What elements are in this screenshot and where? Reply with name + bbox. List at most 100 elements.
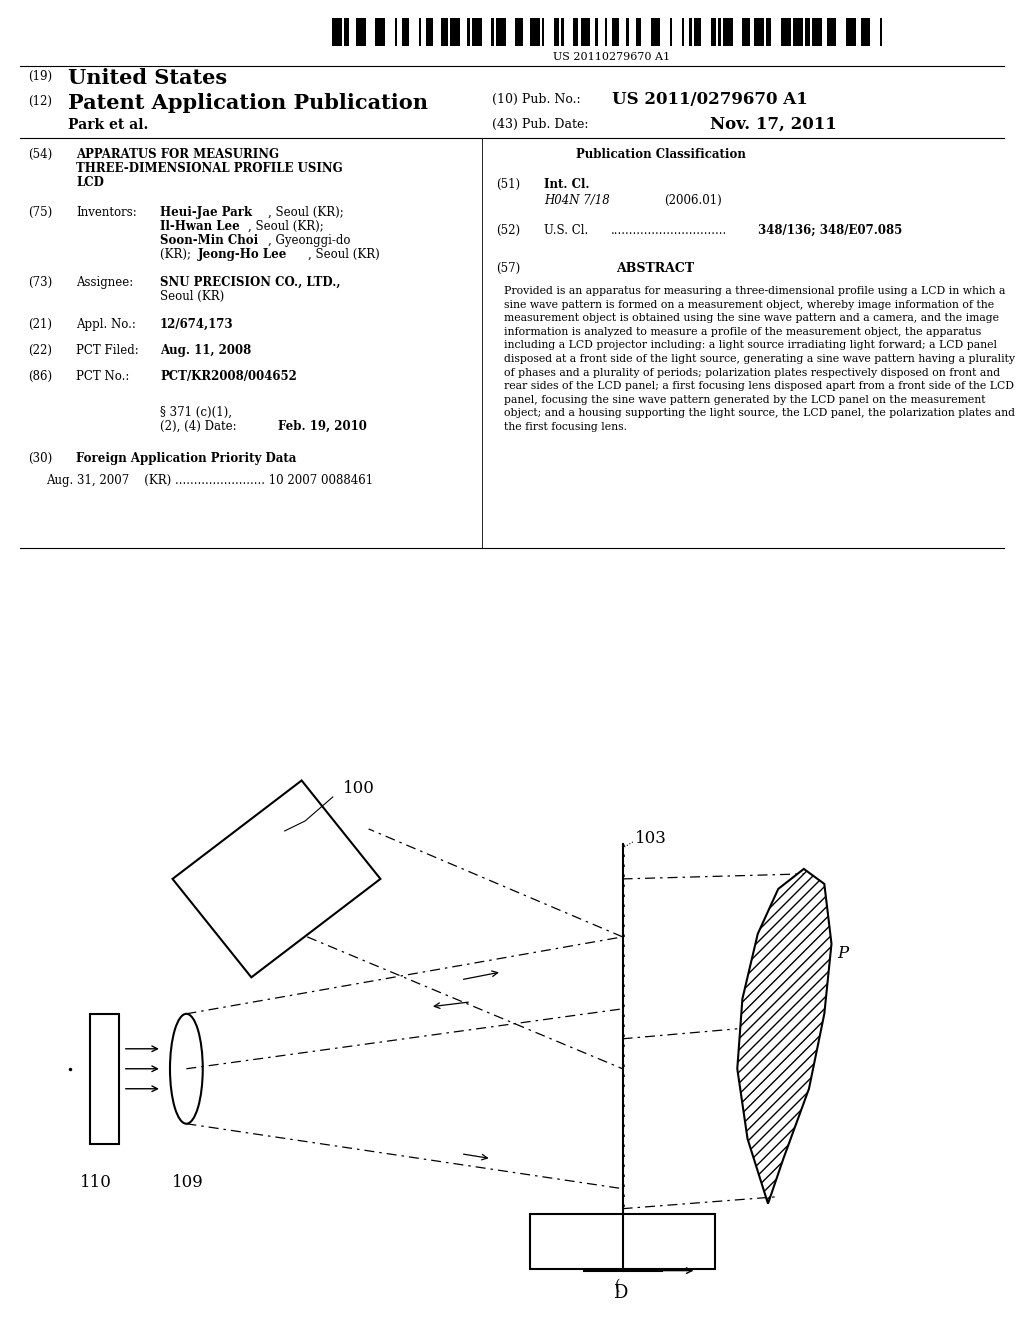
Text: (2), (4) Date:: (2), (4) Date: xyxy=(160,420,237,433)
Bar xyxy=(581,18,590,46)
Text: , Seoul (KR);: , Seoul (KR); xyxy=(268,206,344,219)
Bar xyxy=(90,1014,119,1143)
Bar xyxy=(812,18,822,46)
Bar xyxy=(595,18,598,46)
Bar xyxy=(472,18,481,46)
Bar xyxy=(846,18,856,46)
Bar xyxy=(573,18,579,46)
Bar xyxy=(805,18,810,46)
Text: Appl. No.:: Appl. No.: xyxy=(76,318,136,331)
Text: (: ( xyxy=(614,1279,620,1292)
Text: PCT Filed:: PCT Filed: xyxy=(76,345,138,356)
Bar xyxy=(356,18,366,46)
Bar xyxy=(742,18,750,46)
Text: United States: United States xyxy=(68,69,227,88)
Text: SNU PRECISION CO., LTD.,: SNU PRECISION CO., LTD., xyxy=(160,276,341,289)
Bar xyxy=(694,18,701,46)
Text: Soon-Min Choi: Soon-Min Choi xyxy=(160,234,258,247)
Bar xyxy=(636,18,641,46)
Text: (10) Pub. No.:: (10) Pub. No.: xyxy=(492,92,581,106)
Text: D: D xyxy=(613,1283,628,1302)
Bar xyxy=(561,18,564,46)
Bar xyxy=(530,1213,715,1269)
Polygon shape xyxy=(172,780,381,977)
Polygon shape xyxy=(737,869,831,1204)
Text: (19): (19) xyxy=(28,70,52,83)
Text: 348/136; 348/E07.085: 348/136; 348/E07.085 xyxy=(758,224,902,238)
Text: (30): (30) xyxy=(28,451,52,465)
Bar xyxy=(419,18,421,46)
Text: U.S. Cl.: U.S. Cl. xyxy=(544,224,588,238)
Text: (51): (51) xyxy=(496,178,520,191)
Bar xyxy=(515,18,522,46)
Bar xyxy=(332,18,342,46)
Bar xyxy=(530,18,540,46)
Bar xyxy=(627,18,629,46)
Bar xyxy=(793,18,803,46)
Text: ...............................: ............................... xyxy=(611,224,727,238)
Bar xyxy=(650,18,660,46)
Text: 109: 109 xyxy=(172,1173,204,1191)
Bar xyxy=(723,18,733,46)
Text: (75): (75) xyxy=(28,206,52,219)
Bar xyxy=(755,18,764,46)
Text: Provided is an apparatus for measuring a three-dimensional profile using a LCD i: Provided is an apparatus for measuring a… xyxy=(504,286,1015,432)
Text: Aug. 31, 2007    (KR) ........................ 10 2007 0088461: Aug. 31, 2007 (KR) .....................… xyxy=(46,474,373,487)
Text: , Seoul (KR);: , Seoul (KR); xyxy=(248,220,324,234)
Bar xyxy=(682,18,684,46)
Text: Int. Cl.: Int. Cl. xyxy=(544,178,590,191)
Text: Seoul (KR): Seoul (KR) xyxy=(160,290,224,304)
Text: THREE-DIMENSIONAL PROFILE USING: THREE-DIMENSIONAL PROFILE USING xyxy=(76,162,343,176)
Text: Inventors:: Inventors: xyxy=(76,206,137,219)
Text: , Seoul (KR): , Seoul (KR) xyxy=(308,248,380,261)
Text: Nov. 17, 2011: Nov. 17, 2011 xyxy=(710,116,837,133)
Text: Park et al.: Park et al. xyxy=(68,117,148,132)
Text: (54): (54) xyxy=(28,148,52,161)
Bar xyxy=(781,18,791,46)
Text: (22): (22) xyxy=(28,345,52,356)
Text: (86): (86) xyxy=(28,370,52,383)
Bar xyxy=(718,18,721,46)
Text: Feb. 19, 2010: Feb. 19, 2010 xyxy=(278,420,367,433)
Bar xyxy=(497,18,506,46)
Bar xyxy=(344,18,349,46)
Text: 12/674,173: 12/674,173 xyxy=(160,318,233,331)
Text: (12): (12) xyxy=(28,95,52,108)
Text: Patent Application Publication: Patent Application Publication xyxy=(68,92,428,114)
Text: US 20110279670 A1: US 20110279670 A1 xyxy=(553,51,671,62)
Text: P: P xyxy=(838,945,849,962)
Text: (2006.01): (2006.01) xyxy=(664,194,722,207)
Text: US 2011/0279670 A1: US 2011/0279670 A1 xyxy=(612,91,808,108)
Text: H04N 7/18: H04N 7/18 xyxy=(544,194,609,207)
Text: Publication Classification: Publication Classification xyxy=(575,148,745,161)
Text: LCD: LCD xyxy=(76,176,103,189)
Text: (KR);: (KR); xyxy=(160,248,195,261)
Bar xyxy=(376,18,385,46)
Bar xyxy=(440,18,447,46)
Bar xyxy=(542,18,545,46)
Text: 110: 110 xyxy=(80,1173,112,1191)
Text: (21): (21) xyxy=(28,318,52,331)
Text: Foreign Application Priority Data: Foreign Application Priority Data xyxy=(76,451,296,465)
Text: Heui-Jae Park: Heui-Jae Park xyxy=(160,206,252,219)
Text: PCT/KR2008/004652: PCT/KR2008/004652 xyxy=(160,370,297,383)
Bar xyxy=(711,18,716,46)
Bar xyxy=(467,18,470,46)
Text: , Gyeonggi-do: , Gyeonggi-do xyxy=(268,234,350,247)
Text: APPARATUS FOR MEASURING: APPARATUS FOR MEASURING xyxy=(76,148,279,161)
Bar xyxy=(670,18,673,46)
Text: (57): (57) xyxy=(496,261,520,275)
Text: (73): (73) xyxy=(28,276,52,289)
Bar xyxy=(767,18,771,46)
Text: Jeong-Ho Lee: Jeong-Ho Lee xyxy=(198,248,288,261)
Bar xyxy=(612,18,620,46)
Text: Assignee:: Assignee: xyxy=(76,276,133,289)
Text: (52): (52) xyxy=(496,224,520,238)
Text: Aug. 11, 2008: Aug. 11, 2008 xyxy=(160,345,251,356)
Text: (43) Pub. Date:: (43) Pub. Date: xyxy=(492,117,589,131)
Bar xyxy=(402,18,410,46)
Text: § 371 (c)(1),: § 371 (c)(1), xyxy=(160,407,232,418)
Bar xyxy=(492,18,494,46)
Text: PCT No.:: PCT No.: xyxy=(76,370,129,383)
Bar xyxy=(880,18,883,46)
